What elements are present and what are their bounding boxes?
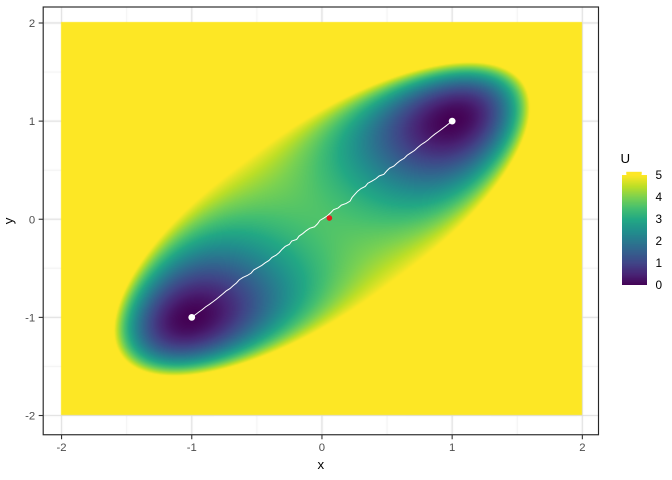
svg-text:-2: -2 [25, 411, 35, 423]
svg-text:2: 2 [29, 18, 35, 30]
svg-text:-1: -1 [25, 312, 35, 324]
svg-text:-2: -2 [57, 442, 67, 454]
svg-text:0: 0 [319, 442, 325, 454]
svg-text:-1: -1 [187, 442, 197, 454]
svg-text:y: y [1, 217, 16, 224]
svg-text:2: 2 [656, 234, 663, 248]
svg-text:0: 0 [29, 214, 35, 226]
svg-text:1: 1 [656, 256, 663, 270]
svg-text:0: 0 [656, 278, 663, 292]
svg-text:1: 1 [449, 442, 455, 454]
svg-text:U: U [621, 151, 631, 166]
svg-text:3: 3 [656, 212, 663, 226]
svg-text:2: 2 [579, 442, 585, 454]
svg-text:4: 4 [656, 190, 663, 204]
svg-text:1: 1 [29, 116, 35, 128]
svg-text:5: 5 [656, 168, 663, 182]
svg-text:x: x [318, 457, 325, 472]
